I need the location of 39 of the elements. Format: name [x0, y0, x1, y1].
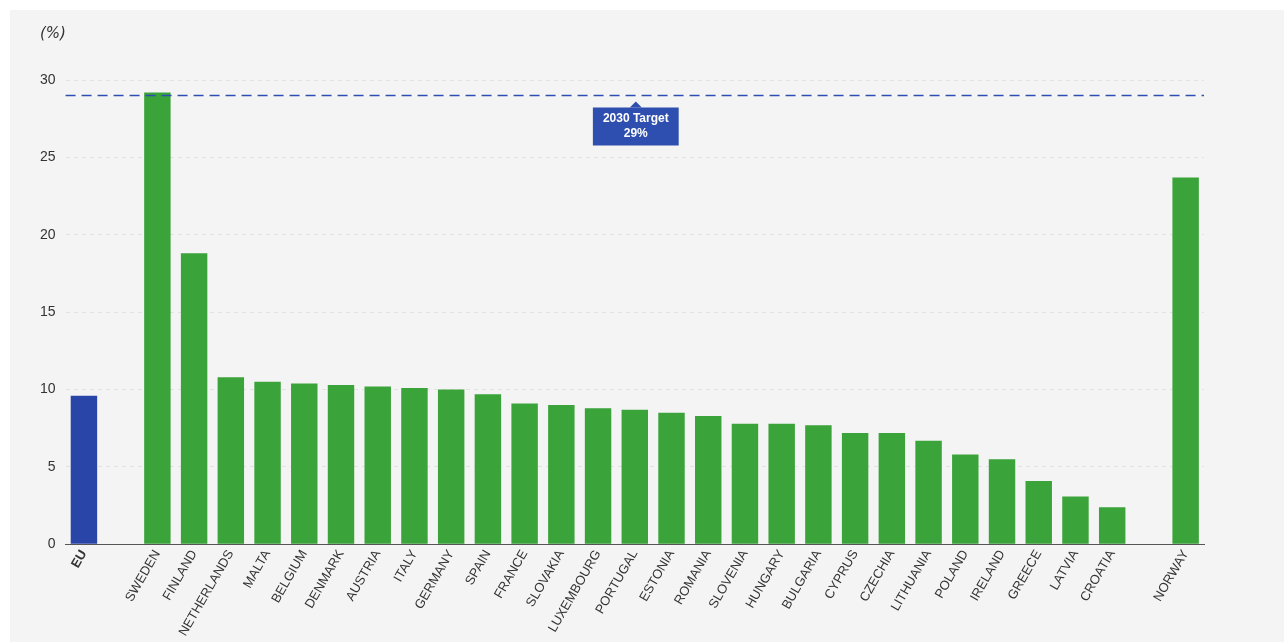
bar [1062, 496, 1089, 544]
bar [364, 386, 391, 544]
x-tick-label: EU [67, 547, 90, 571]
bar [952, 454, 979, 544]
bar [511, 403, 538, 544]
bar [1098, 507, 1126, 544]
bar [695, 415, 722, 544]
bar [731, 423, 759, 544]
y-tick-label: 25 [39, 148, 56, 165]
bar [584, 408, 612, 544]
y-tick-label: 30 [39, 70, 56, 87]
bar [658, 412, 685, 544]
bar [1025, 480, 1052, 544]
bar [437, 389, 465, 544]
bar [548, 405, 575, 544]
y-tick-label: 0 [47, 535, 56, 552]
bar [217, 377, 245, 544]
bar [474, 394, 502, 544]
bar [878, 432, 906, 544]
legend-label: 2030 Target 29% [602, 110, 669, 140]
y-tick-label: 10 [39, 380, 56, 397]
bar [70, 395, 98, 544]
bar [1172, 177, 1199, 544]
bar [291, 383, 318, 544]
bar [401, 388, 428, 544]
bar [768, 423, 795, 544]
bar [988, 459, 1016, 544]
bar [327, 384, 355, 544]
bar [805, 425, 832, 544]
bar [841, 432, 869, 544]
bar [621, 409, 649, 544]
bar [254, 381, 281, 544]
y-axis-title: (%) [40, 24, 66, 42]
bar [144, 92, 171, 544]
bar [915, 440, 942, 544]
bar [180, 253, 208, 544]
y-tick-label: 15 [39, 303, 56, 320]
y-tick-label: 5 [47, 457, 56, 474]
y-tick-label: 20 [39, 225, 56, 242]
